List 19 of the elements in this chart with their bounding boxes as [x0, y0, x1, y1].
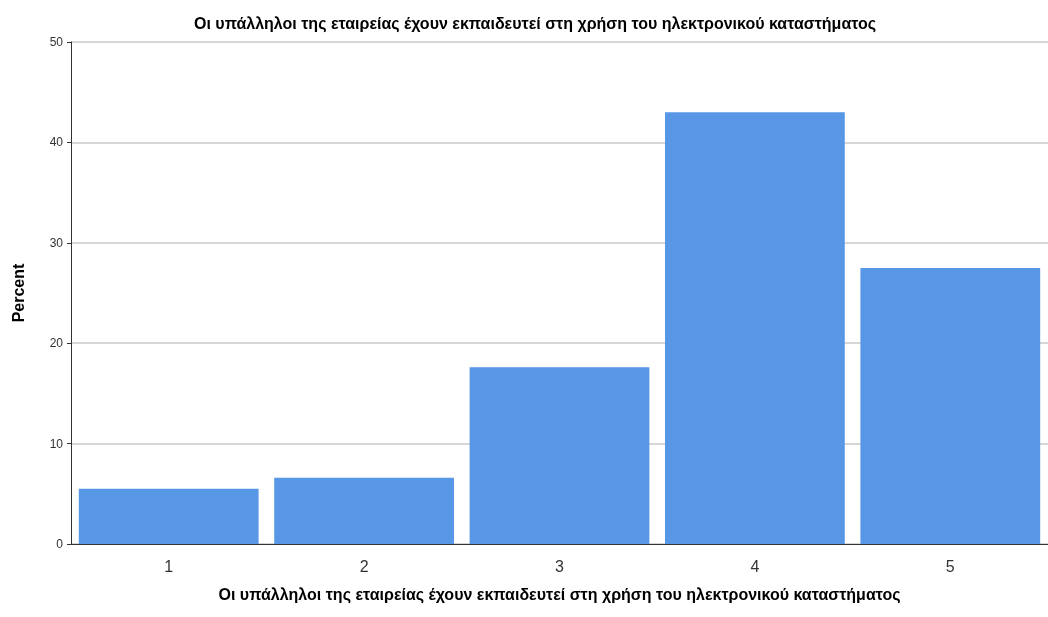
y-tick-label: 20	[49, 336, 64, 351]
bar	[469, 367, 650, 544]
bar	[78, 488, 259, 544]
x-tick-label: 3	[555, 557, 565, 575]
y-tick-label: 10	[49, 436, 64, 451]
bar	[665, 112, 845, 544]
x-axis-title: Οι υπάλληλοι της εταιρείας έχουν εκπαιδευτεί στη χρήση του ηλεκτρονικού καταστήματος	[218, 585, 901, 604]
bar	[274, 477, 454, 544]
x-tick-label: 1	[164, 557, 174, 575]
y-tick-label: 40	[49, 135, 64, 150]
y-axis-title: Percent	[9, 262, 27, 323]
y-tick-label: 30	[49, 235, 64, 250]
x-tick-label: 2	[359, 557, 369, 575]
x-tick-label: 5	[945, 557, 955, 575]
chart-title: Οι υπάλληλοι της εταιρείας έχουν εκπαιδευτεί στη χρήση του ηλεκτρονικού καταστήματος	[193, 14, 877, 33]
bar	[860, 267, 1041, 544]
x-tick-label: 4	[750, 557, 760, 575]
y-tick-label: 0	[56, 537, 64, 551]
y-tick-label: 50	[49, 35, 64, 49]
